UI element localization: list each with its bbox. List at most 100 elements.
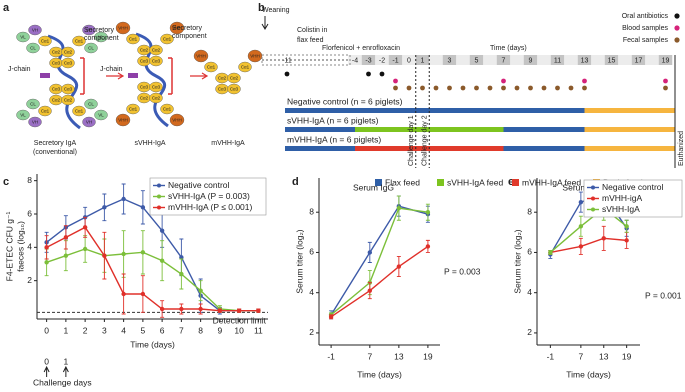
point bbox=[328, 314, 334, 320]
sample-dot bbox=[501, 78, 506, 84]
day-cell bbox=[645, 55, 659, 65]
x-axis-label: Time (days) bbox=[357, 369, 402, 379]
day-cell bbox=[496, 55, 511, 65]
x-tick-label: 6 bbox=[160, 325, 165, 335]
point bbox=[140, 291, 146, 297]
sample-dot bbox=[528, 85, 533, 91]
domain-label: Cα2 bbox=[52, 97, 61, 102]
domain bbox=[38, 105, 52, 117]
point bbox=[82, 225, 88, 230]
domain bbox=[204, 61, 218, 73]
y-tick-label: 4 bbox=[309, 287, 314, 297]
domain-label: Cα3 bbox=[64, 86, 73, 91]
domain bbox=[169, 21, 185, 35]
day-cell bbox=[469, 55, 484, 65]
x-tick-label: 5 bbox=[141, 325, 146, 335]
day-label: -11 bbox=[282, 57, 292, 64]
feed-label: sVHH-IgA feed bbox=[447, 177, 503, 187]
day-cell bbox=[415, 55, 430, 65]
point bbox=[396, 264, 402, 269]
day-cell bbox=[388, 55, 403, 65]
domain-label: CL bbox=[88, 45, 94, 50]
domain bbox=[61, 83, 75, 95]
domain-label: Cα3 bbox=[140, 58, 149, 63]
x-tick-label: 11 bbox=[254, 325, 263, 335]
day-cell bbox=[456, 55, 470, 65]
point bbox=[63, 235, 69, 240]
day-label: 13 bbox=[581, 57, 589, 64]
domain-label: Cα2 bbox=[218, 75, 227, 80]
domain bbox=[82, 116, 96, 128]
point bbox=[159, 306, 165, 312]
x-tick-label: 7 bbox=[179, 325, 184, 335]
domain-label: VHH bbox=[118, 25, 128, 30]
domain bbox=[160, 103, 174, 115]
day-cell bbox=[375, 55, 389, 65]
day-cell bbox=[348, 55, 362, 65]
caption: Secretory IgA bbox=[34, 140, 77, 147]
day-cell bbox=[510, 55, 524, 65]
domain-label: VHH bbox=[172, 25, 182, 30]
y-tick-label: 6 bbox=[527, 247, 532, 257]
event-label: Challenge day 1 bbox=[408, 115, 415, 166]
sample-dot bbox=[663, 78, 668, 84]
event-label: Euthanized bbox=[678, 131, 685, 166]
y-tick-label: 4 bbox=[527, 287, 532, 297]
domain-label: Cα3 bbox=[152, 84, 161, 89]
x-tick-label: 19 bbox=[622, 351, 632, 361]
day-cell bbox=[631, 55, 646, 65]
domain-label: Cα2 bbox=[140, 47, 149, 52]
x-tick-label: -1 bbox=[327, 351, 335, 361]
feed-label: Flax feed bbox=[385, 177, 420, 187]
domain bbox=[84, 42, 98, 54]
x-tick-label: -1 bbox=[547, 351, 555, 361]
y-axis-label: Serum titer (log₂) bbox=[294, 229, 304, 293]
legend-point bbox=[591, 185, 595, 190]
weaning: Weaning bbox=[262, 7, 290, 14]
domain-label: VH bbox=[86, 27, 92, 32]
x-tick-label: 10 bbox=[234, 325, 244, 335]
day-cell bbox=[537, 55, 551, 65]
panel-label: c bbox=[3, 176, 9, 188]
sample-dot bbox=[460, 85, 466, 91]
sample-dot bbox=[420, 85, 425, 91]
domain bbox=[16, 109, 30, 121]
panel-label: b bbox=[258, 2, 265, 14]
point bbox=[179, 271, 184, 277]
domain-label: VHH bbox=[196, 53, 206, 58]
domain-label: VHH bbox=[118, 117, 128, 122]
point bbox=[121, 251, 126, 257]
domain-label: Cα1 bbox=[75, 38, 84, 43]
domain-label: VH bbox=[32, 27, 38, 32]
domain bbox=[149, 55, 163, 67]
x-tick-label: 1 bbox=[64, 325, 69, 335]
colistin: flax feed bbox=[297, 37, 324, 44]
feed-bar bbox=[285, 146, 355, 151]
domain bbox=[115, 21, 131, 35]
sample-dot bbox=[393, 78, 398, 84]
challenge-day: 0 bbox=[44, 356, 49, 366]
day-label: -2 bbox=[379, 57, 385, 64]
x-tick-label: 4 bbox=[121, 325, 126, 335]
caption: mVHH-IgA bbox=[211, 140, 245, 147]
domain-label: VL bbox=[98, 112, 104, 117]
day-label: -4 bbox=[352, 57, 358, 64]
domain-label: Cα1 bbox=[41, 108, 50, 113]
domain bbox=[61, 46, 75, 58]
sample-dot bbox=[555, 85, 560, 91]
domain-label: VL bbox=[20, 112, 26, 117]
point bbox=[140, 205, 146, 210]
domain-label: Cα1 bbox=[129, 36, 138, 41]
y-tick-label: 8 bbox=[527, 206, 532, 216]
point bbox=[217, 308, 223, 313]
domain bbox=[115, 113, 131, 127]
domain bbox=[26, 42, 40, 54]
day-label: 0 bbox=[407, 57, 411, 64]
x-axis-label: Time (days) bbox=[566, 369, 611, 379]
domain-label: VHH bbox=[250, 53, 260, 58]
panel-label: d bbox=[292, 176, 299, 188]
legend-box bbox=[149, 177, 267, 216]
day-label: 15 bbox=[608, 57, 616, 64]
domain-label: Cα2 bbox=[64, 97, 73, 102]
